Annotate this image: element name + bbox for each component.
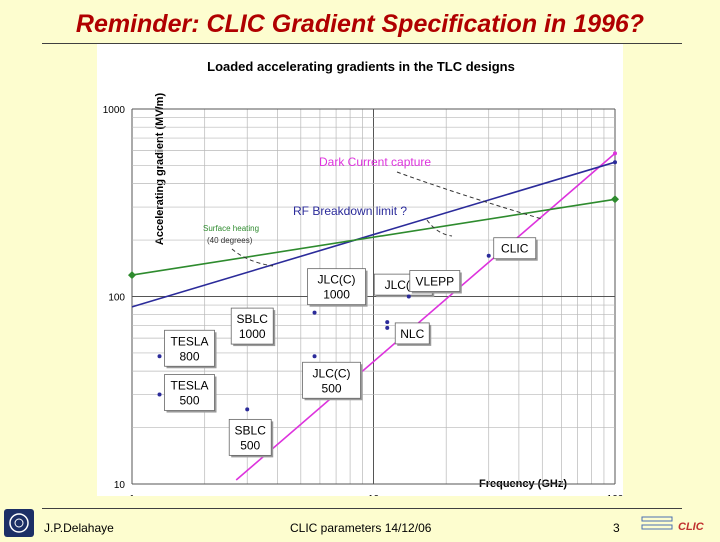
dark-current-line-end-marker <box>613 151 617 156</box>
point-label: SBLC <box>237 312 269 326</box>
point-label: JLC(C) <box>313 366 351 380</box>
design-points: TESLA800TESLA500SBLC1000SBLC500JLC(C)100… <box>157 237 538 458</box>
point-label: JLC(C) <box>318 273 356 287</box>
point-label-box <box>164 329 215 367</box>
point-label-box <box>307 268 366 306</box>
point-label: NLC <box>400 327 424 341</box>
y-tick-label: 1000 <box>103 105 126 116</box>
dark-current-leader <box>396 171 543 220</box>
grid <box>131 108 616 485</box>
rf-breakdown-label: RF Breakdown limit ? <box>293 204 407 218</box>
clic-logo: CLIC <box>640 513 716 537</box>
point-label: SBLC <box>235 423 267 437</box>
point-label: 1000 <box>239 327 266 341</box>
rf-breakdown-line-end-marker <box>613 160 617 165</box>
chart-title: Loaded accelerating gradients in the TLC… <box>207 59 515 74</box>
page-number: 3 <box>613 521 620 535</box>
point-label: 1000 <box>323 288 350 302</box>
chart-panel: Loaded accelerating gradients in the TLC… <box>97 44 623 496</box>
x-tick-label: 1 <box>129 494 135 496</box>
gradient-chart: Loaded accelerating gradients in the TLC… <box>103 59 623 496</box>
data-point <box>486 253 491 258</box>
surface-heating-line <box>131 198 616 276</box>
point-label: 800 <box>180 349 200 363</box>
data-point <box>385 320 390 325</box>
point-label: VLEPP <box>415 275 454 289</box>
data-point <box>312 354 317 359</box>
point-label: 500 <box>180 394 200 408</box>
cern-logo <box>4 509 34 537</box>
y-axis-label: Accelerating gradient (MV/m) <box>154 93 166 246</box>
point-label-box <box>394 322 430 345</box>
point-label: 500 <box>240 438 260 452</box>
series-lines <box>128 151 619 481</box>
point-label: TESLA <box>171 334 209 348</box>
point-label-box <box>409 270 461 292</box>
dark-current-line <box>235 152 616 481</box>
title-underline <box>42 43 682 44</box>
dark-current-label: Dark Current capture <box>319 155 431 169</box>
point-label: TESLA <box>171 379 209 393</box>
rf-breakdown-line <box>131 161 616 308</box>
tick-labels: 1 10 100 10 100 1000 <box>103 105 623 496</box>
data-point <box>385 325 390 330</box>
surface-heating-note: (40 degrees) <box>207 236 253 245</box>
clic-logo-text: CLIC <box>678 521 705 533</box>
surface-heating-leader <box>231 248 274 267</box>
data-point <box>157 392 162 397</box>
point-label-box <box>302 361 361 399</box>
point-label-box <box>164 374 215 411</box>
surface-heating-marker <box>611 195 619 204</box>
x-tick-label: 10 <box>368 494 380 496</box>
rf-breakdown-leader <box>426 219 453 237</box>
footer-author: J.P.Delahaye <box>44 521 114 535</box>
annotations: Dark Current capture RF Breakdown limit ?… <box>203 155 543 267</box>
surface-heating-marker <box>128 271 136 280</box>
data-point <box>245 407 250 412</box>
x-tick-label: 100 <box>607 494 623 496</box>
y-tick-label: 100 <box>108 293 125 304</box>
point-label-box <box>493 237 537 260</box>
footer-event: CLIC parameters 14/12/06 <box>290 521 432 535</box>
y-tick-label: 10 <box>114 480 126 491</box>
data-point <box>406 294 411 299</box>
point-label: CLIC <box>501 242 529 256</box>
data-point <box>312 310 317 315</box>
point-label: 500 <box>322 381 342 395</box>
data-point <box>157 354 162 359</box>
footer-rule <box>42 508 682 509</box>
point-label-box <box>230 307 274 345</box>
surface-heating-label: Surface heating <box>203 224 259 233</box>
point-label-box <box>228 418 272 456</box>
slide-title: Reminder: CLIC Gradient Specification in… <box>75 10 645 38</box>
